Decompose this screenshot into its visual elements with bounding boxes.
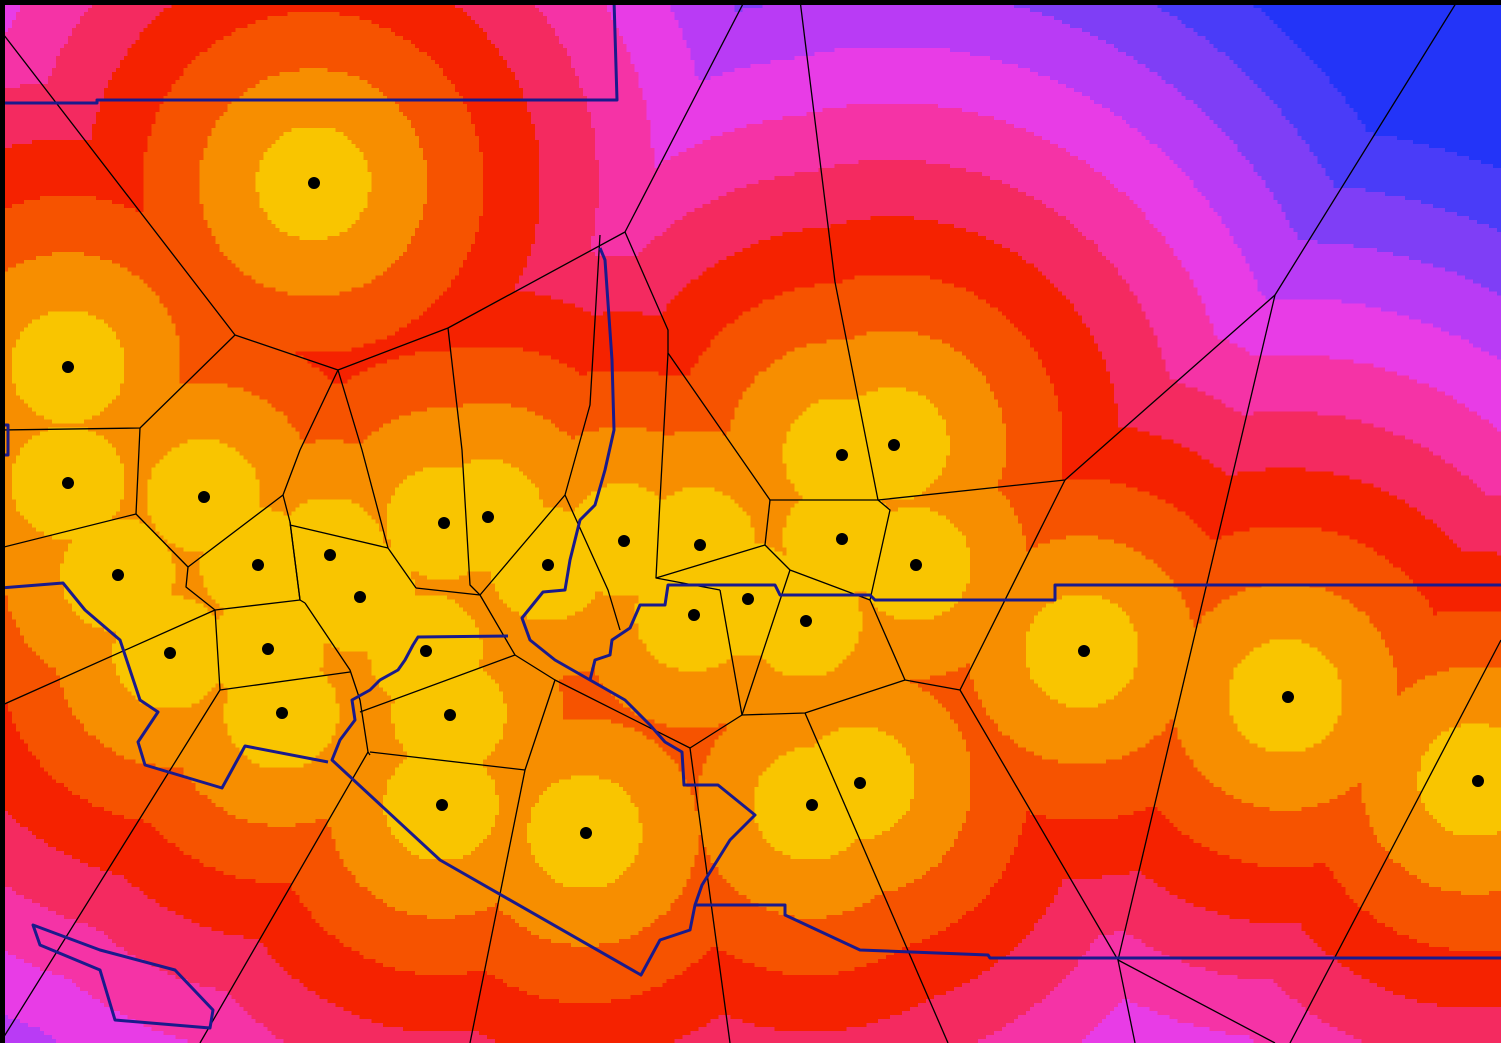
site-marker bbox=[262, 643, 274, 655]
site-marker bbox=[112, 569, 124, 581]
site-marker bbox=[62, 477, 74, 489]
site-marker bbox=[420, 645, 432, 657]
site-marker bbox=[580, 827, 592, 839]
site-marker bbox=[198, 491, 210, 503]
site-marker bbox=[694, 539, 706, 551]
site-marker bbox=[252, 559, 264, 571]
site-marker bbox=[164, 647, 176, 659]
site-marker bbox=[324, 549, 336, 561]
site-marker bbox=[688, 609, 700, 621]
site-marker bbox=[308, 177, 320, 189]
site-marker bbox=[1472, 775, 1484, 787]
site-marker bbox=[1282, 691, 1294, 703]
region-boundary bbox=[5, 5, 619, 105]
site-marker bbox=[354, 591, 366, 603]
site-marker bbox=[806, 799, 818, 811]
site-marker bbox=[888, 439, 900, 451]
site-marker bbox=[910, 559, 922, 571]
site-marker bbox=[542, 559, 554, 571]
site-marker bbox=[444, 709, 456, 721]
site-marker bbox=[800, 615, 812, 627]
site-marker bbox=[438, 517, 450, 529]
site-marker bbox=[276, 707, 288, 719]
site-marker bbox=[836, 449, 848, 461]
sites-layer bbox=[62, 177, 1484, 839]
site-marker bbox=[62, 361, 74, 373]
site-marker bbox=[618, 535, 630, 547]
site-marker bbox=[836, 533, 848, 545]
site-marker bbox=[1078, 645, 1090, 657]
site-marker bbox=[482, 511, 494, 523]
site-marker bbox=[436, 799, 448, 811]
site-marker bbox=[854, 777, 866, 789]
site-marker bbox=[742, 593, 754, 605]
